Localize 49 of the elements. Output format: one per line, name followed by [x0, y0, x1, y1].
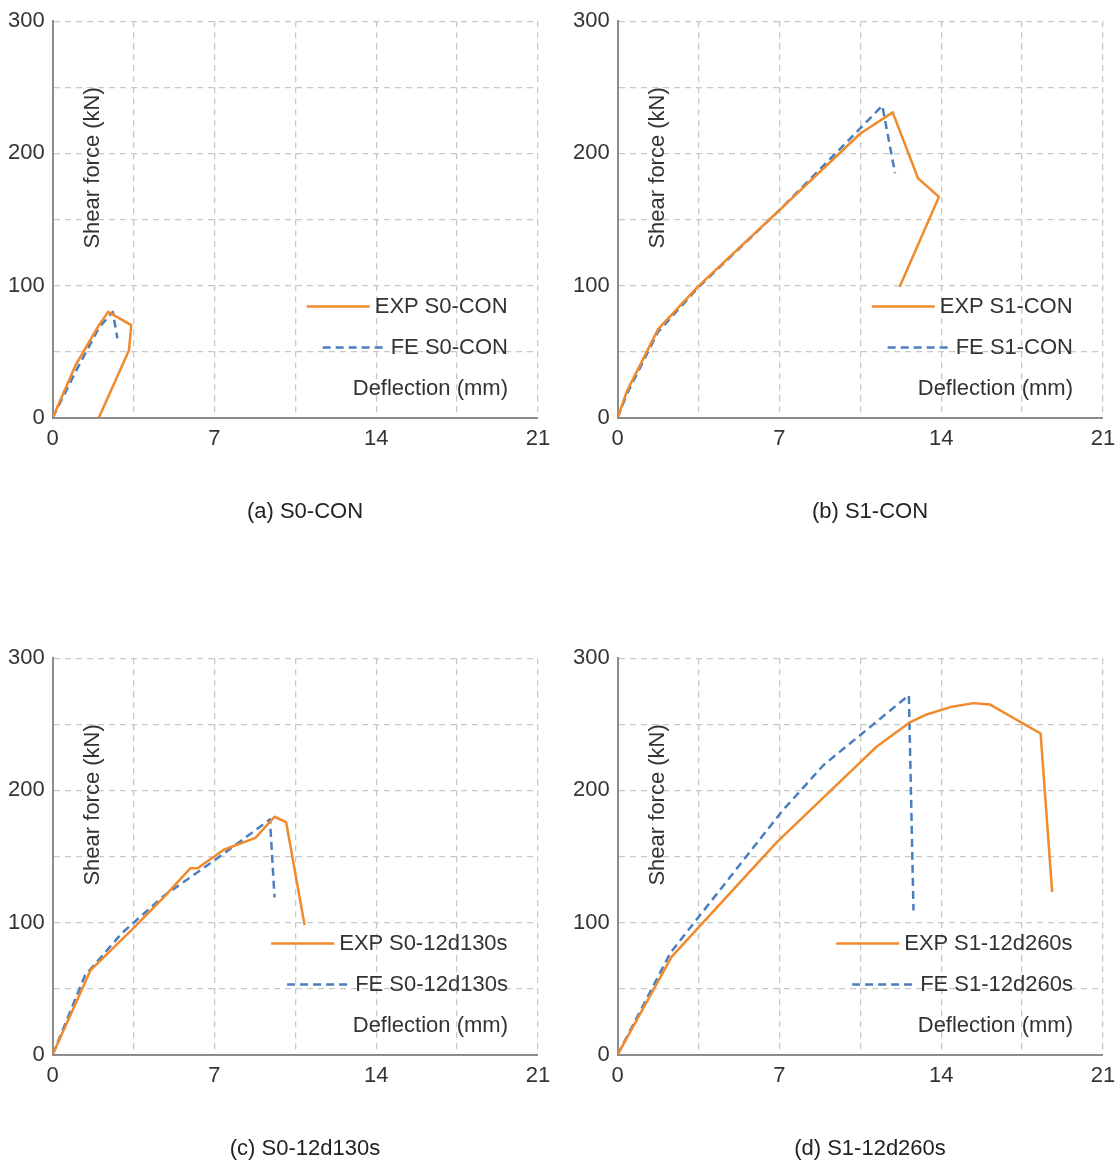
legend-label: EXP S1-CON	[939, 292, 1073, 318]
y-tick-label: 100	[572, 271, 610, 297]
y-tick-label: 0	[32, 403, 45, 429]
y-tick-label: 200	[572, 776, 610, 802]
y-tick-label: 0	[597, 403, 610, 429]
x-tick-label: 21	[525, 1061, 551, 1087]
y-axis-title: Shear force (kN)	[643, 87, 669, 249]
x-axis-title: Deflection (mm)	[352, 374, 508, 400]
y-tick-label: 300	[572, 7, 610, 33]
text: (c) S0-12d130s	[228, 1135, 382, 1161]
y-tick-label: 300	[7, 644, 45, 670]
y-tick-label: 300	[572, 644, 610, 670]
y-tick-label: 0	[32, 1040, 45, 1066]
text: (a) S0-CON	[245, 498, 365, 524]
y-axis-title: Shear force (kN)	[78, 87, 104, 249]
x-tick-label: 7	[208, 1061, 221, 1087]
legend-label: EXP S1-12d260s	[904, 929, 1073, 955]
x-tick-label: 14	[928, 1061, 954, 1087]
y-tick-label: 200	[7, 139, 45, 165]
legend-label: EXP S0-12d130s	[339, 929, 508, 955]
text: (b) S1-CON	[810, 498, 930, 524]
y-tick-label: 100	[7, 908, 45, 934]
x-tick-label: 21	[525, 424, 551, 450]
legend-label: EXP S0-CON	[374, 292, 508, 318]
x-tick-label: 7	[773, 424, 786, 450]
x-axis-title: Deflection (mm)	[917, 374, 1073, 400]
y-tick-label: 200	[7, 776, 45, 802]
x-tick-label: 14	[363, 1061, 389, 1087]
legend-label: FE S1-CON	[955, 333, 1074, 359]
y-tick-label: 100	[7, 271, 45, 297]
y-tick-label: 300	[7, 7, 45, 33]
x-axis-title: Deflection (mm)	[352, 1011, 508, 1037]
y-tick-label: 200	[572, 139, 610, 165]
legend-label: FE S0-CON	[390, 333, 509, 359]
x-tick-label: 14	[928, 424, 954, 450]
legend-label: FE S1-12d260s	[920, 970, 1073, 996]
x-tick-label: 21	[1090, 1061, 1116, 1087]
y-axis-title: Shear force (kN)	[78, 724, 104, 886]
x-tick-label: 14	[363, 424, 389, 450]
text: (d) S1-12d260s	[793, 1135, 947, 1161]
x-tick-label: 21	[1090, 424, 1116, 450]
x-axis-title: Deflection (mm)	[917, 1011, 1073, 1037]
y-tick-label: 100	[572, 908, 610, 934]
line-series	[52, 310, 119, 418]
x-tick-label: 7	[773, 1061, 786, 1087]
y-axis-title: Shear force (kN)	[643, 724, 669, 886]
x-tick-label: 7	[208, 424, 221, 450]
legend-label: FE S0-12d130s	[355, 970, 508, 996]
y-tick-label: 0	[597, 1040, 610, 1066]
